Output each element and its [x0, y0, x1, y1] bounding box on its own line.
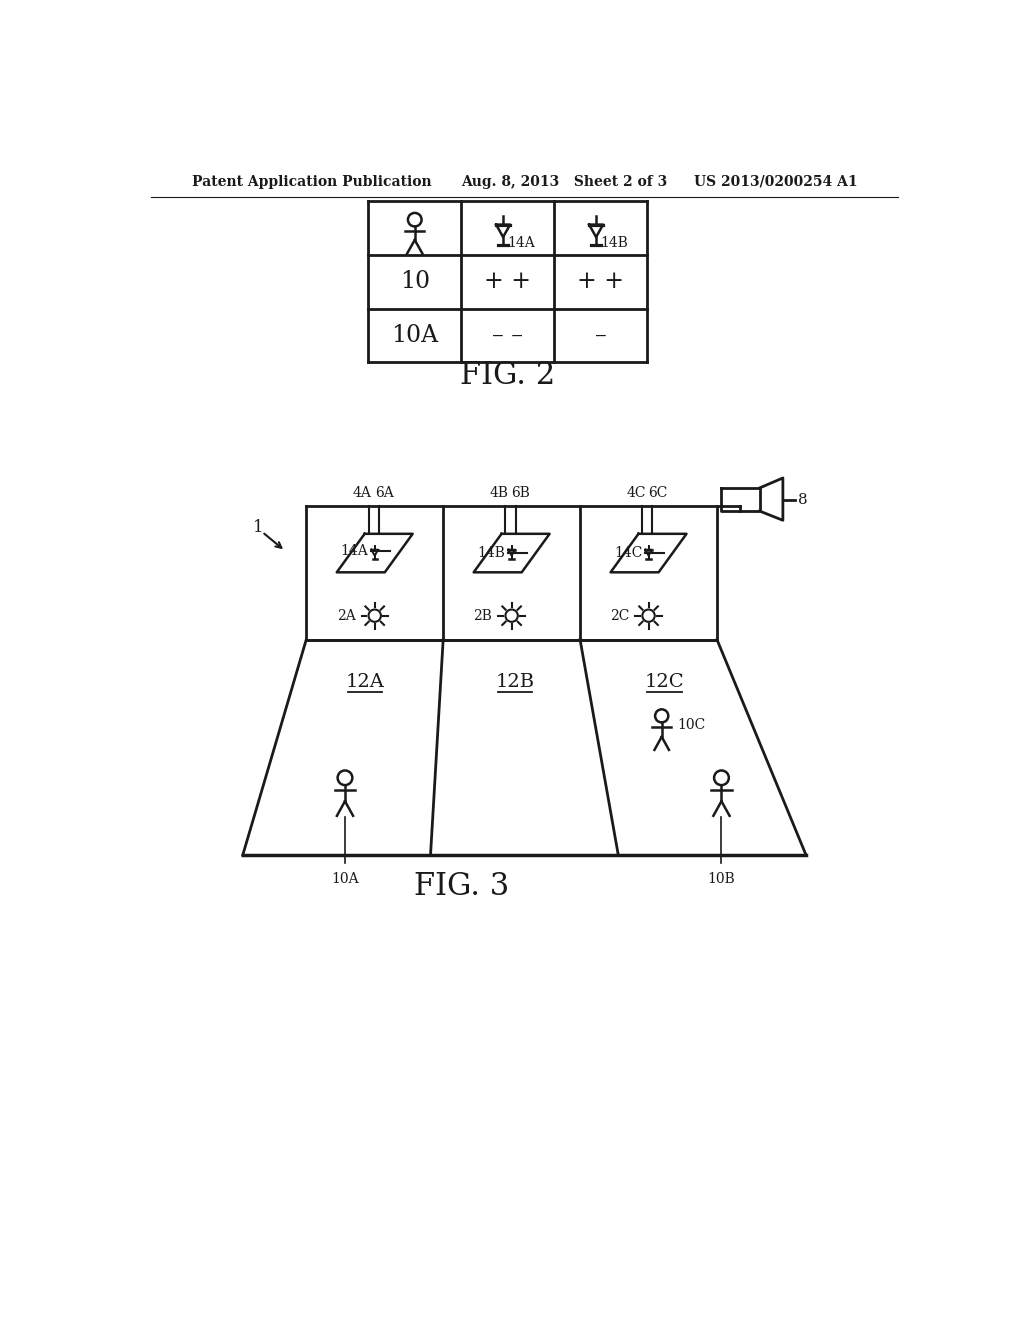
Text: 10: 10 [399, 271, 430, 293]
Text: 6B: 6B [511, 486, 530, 499]
Text: – –: – – [493, 323, 523, 347]
Text: 10A: 10A [391, 323, 438, 347]
Text: 14A: 14A [341, 544, 369, 558]
Text: 14B: 14B [600, 236, 628, 249]
Text: 4B: 4B [489, 486, 509, 499]
Text: + +: + + [484, 271, 531, 293]
Text: 14B: 14B [477, 545, 506, 560]
Text: 10C: 10C [677, 718, 706, 733]
Text: US 2013/0200254 A1: US 2013/0200254 A1 [693, 174, 857, 189]
Text: 8: 8 [799, 492, 808, 507]
Text: Aug. 8, 2013   Sheet 2 of 3: Aug. 8, 2013 Sheet 2 of 3 [461, 174, 668, 189]
Text: 1: 1 [253, 520, 263, 536]
Text: 2B: 2B [473, 609, 493, 623]
Text: 10A: 10A [331, 873, 358, 886]
Text: 14A: 14A [507, 236, 535, 249]
Text: 2C: 2C [609, 609, 629, 623]
Text: 2A: 2A [337, 609, 355, 623]
Text: Patent Application Publication: Patent Application Publication [191, 174, 431, 189]
Text: 4C: 4C [627, 486, 646, 499]
Text: 12A: 12A [346, 673, 385, 690]
Text: 6A: 6A [375, 486, 393, 499]
Text: 6C: 6C [648, 486, 668, 499]
Text: 4A: 4A [353, 486, 372, 499]
Text: 12B: 12B [496, 673, 535, 690]
Text: + +: + + [578, 271, 625, 293]
Text: 10B: 10B [708, 873, 735, 886]
Text: FIG. 2: FIG. 2 [460, 360, 555, 391]
Text: FIG. 3: FIG. 3 [414, 871, 509, 902]
Text: 12C: 12C [645, 673, 684, 690]
Text: 14C: 14C [614, 545, 642, 560]
Text: –: – [595, 323, 606, 347]
